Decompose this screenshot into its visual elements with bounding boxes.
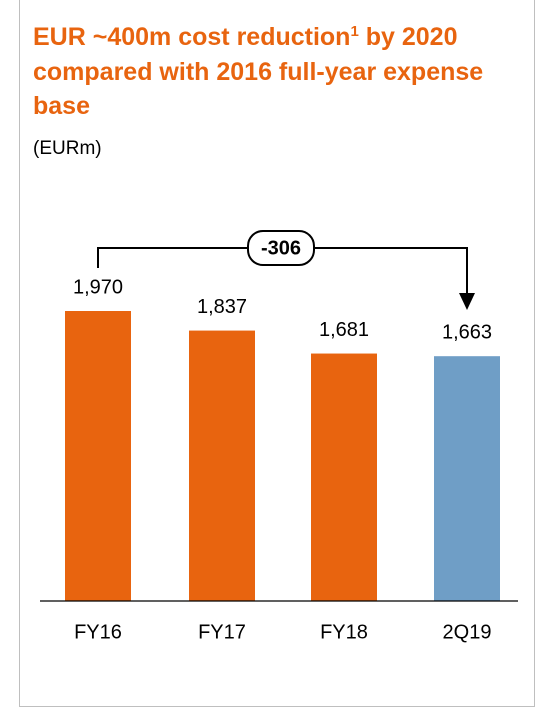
title-text: by 2020 compared with 2016 full-year exp… [33,23,484,120]
annotation-box [247,230,315,266]
value-label: 1,970 [73,276,123,298]
chart-title: EUR ~400m cost reduction1 by 2020 compar… [33,20,513,124]
arrowhead [459,293,475,310]
x-tick-label: FY17 [198,621,246,643]
value-label: 1,837 [197,296,247,318]
annotation: -306 [261,237,301,259]
title-text: EUR ~400m cost reduction [33,23,351,51]
value-label: 1,681 [319,319,369,341]
bar [311,353,377,601]
bar [65,311,131,601]
x-tick-label: FY18 [320,621,368,643]
frame [19,0,535,707]
value-label: 1,663 [442,321,492,343]
title-footnote: 1 [350,23,359,40]
chart-subtitle: (EURm) [33,138,102,159]
bar [189,330,255,601]
bar [434,356,500,601]
x-tick-label: 2Q19 [443,621,492,643]
x-tick-label: FY16 [74,621,122,643]
